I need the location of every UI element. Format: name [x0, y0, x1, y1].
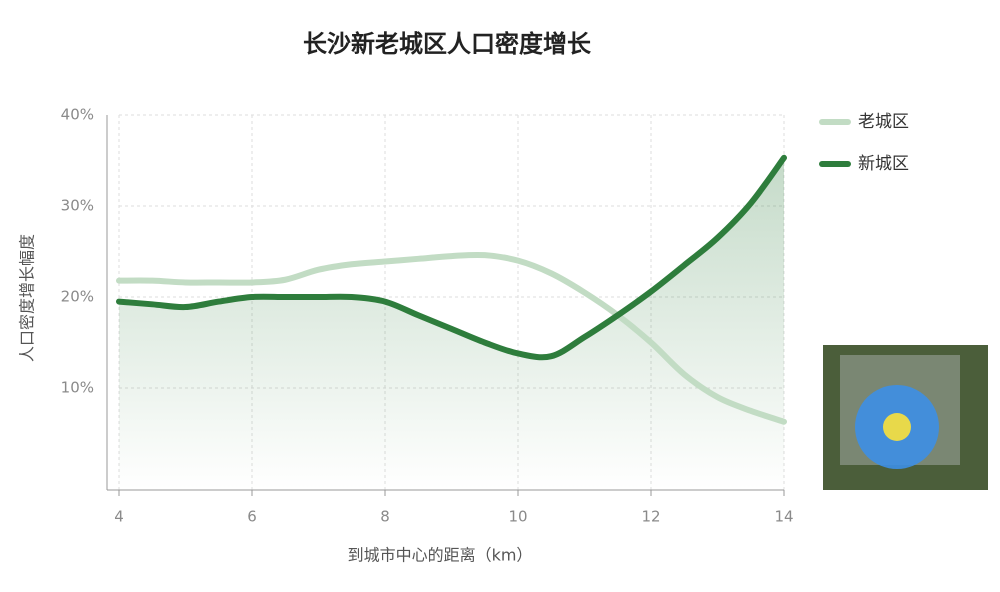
- y-axis-label: 人口密度增长幅度: [18, 234, 37, 362]
- x-tick-label: 14: [774, 508, 793, 526]
- x-tick-label: 4: [114, 508, 124, 526]
- x-tick-label: 6: [247, 508, 257, 526]
- x-axis-label: 到城市中心的距离（km）: [348, 546, 533, 565]
- legend-label: 老城区: [858, 112, 909, 132]
- area-fill: [119, 157, 784, 491]
- y-tick-label: 40%: [61, 106, 94, 124]
- series-line: [116, 154, 787, 361]
- map-inset: [823, 345, 988, 490]
- y-tick-label: 30%: [61, 197, 94, 215]
- x-tick-label: 8: [380, 508, 390, 526]
- series-line: [116, 251, 787, 425]
- x-tick-label: 10: [508, 508, 527, 526]
- map-core: [883, 413, 911, 441]
- x-tick-label: 12: [641, 508, 660, 526]
- legend-label: 新城区: [858, 154, 909, 174]
- chart-title: 长沙新老城区人口密度增长: [303, 30, 592, 58]
- y-tick-label: 20%: [61, 288, 94, 306]
- y-tick-label: 10%: [61, 379, 94, 397]
